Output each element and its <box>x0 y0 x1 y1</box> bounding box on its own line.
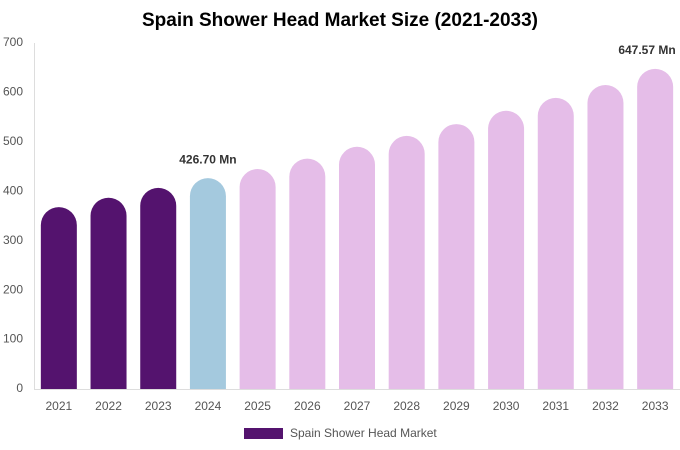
bar <box>339 146 375 389</box>
x-tick-label: 2030 <box>493 399 520 413</box>
x-tick-label: 2021 <box>45 399 72 413</box>
data-label: 647.57 Mn <box>618 43 675 57</box>
legend-swatch <box>244 428 283 439</box>
bar <box>189 178 226 389</box>
bar <box>239 169 276 389</box>
x-tick-label: 2031 <box>542 399 569 413</box>
bar <box>388 135 425 389</box>
bar <box>289 158 326 389</box>
bar <box>140 187 177 389</box>
legend-label: Spain Shower Head Market <box>290 426 437 440</box>
bar <box>438 124 475 389</box>
x-tick-label: 2033 <box>642 399 669 413</box>
y-tick-label: 200 <box>3 282 23 296</box>
y-tick-label: 700 <box>3 35 23 49</box>
y-tick-label: 300 <box>3 233 23 247</box>
y-tick-label: 500 <box>3 134 23 148</box>
y-tick-label: 0 <box>16 381 23 395</box>
chart-title: Spain Shower Head Market Size (2021-2033… <box>142 10 538 31</box>
x-tick-label: 2024 <box>195 399 222 413</box>
bar <box>488 110 525 389</box>
x-tick-label: 2032 <box>592 399 619 413</box>
y-tick-label: 100 <box>3 332 23 346</box>
bar <box>90 197 127 389</box>
bar <box>637 68 674 389</box>
bar <box>537 97 574 389</box>
x-tick-label: 2022 <box>95 399 122 413</box>
data-label: 426.70 Mn <box>179 152 236 166</box>
x-tick-label: 2026 <box>294 399 321 413</box>
bar <box>587 85 624 389</box>
x-tick-label: 2027 <box>344 399 371 413</box>
y-tick-label: 400 <box>3 183 23 197</box>
x-tick-label: 2025 <box>244 399 271 413</box>
bar <box>40 207 77 389</box>
x-tick-label: 2023 <box>145 399 172 413</box>
y-tick-label: 600 <box>3 85 23 99</box>
x-tick-label: 2028 <box>393 399 420 413</box>
x-tick-label: 2029 <box>443 399 470 413</box>
